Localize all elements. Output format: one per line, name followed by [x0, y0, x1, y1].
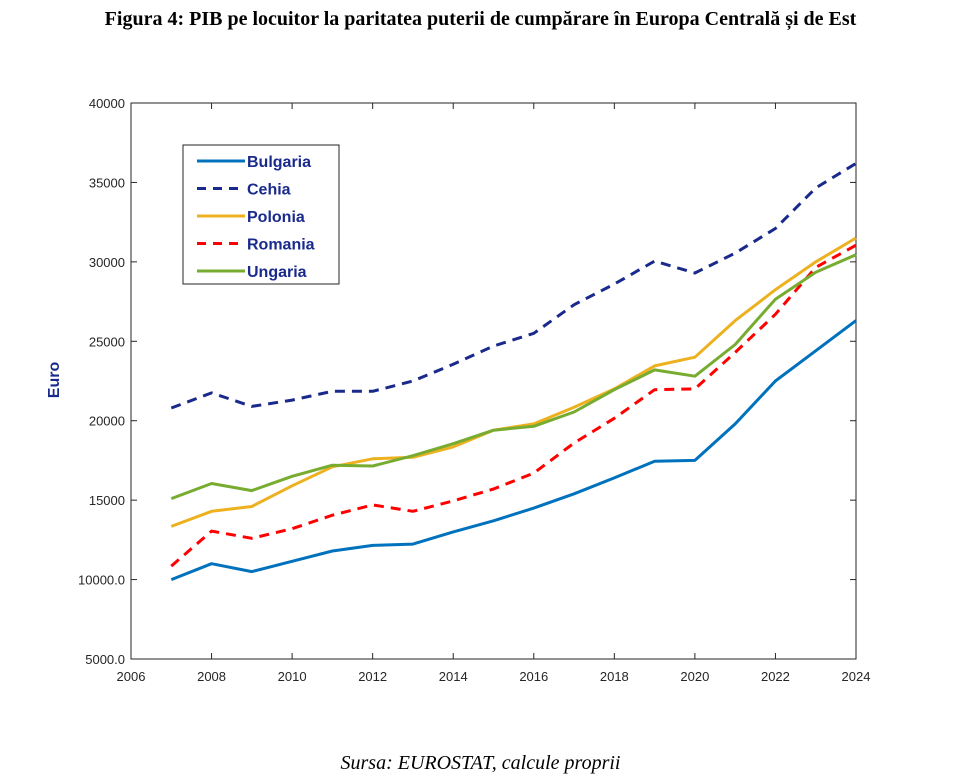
legend-label-romania: Romania — [247, 237, 315, 254]
legend-label-bulgaria: Bulgaria — [247, 154, 311, 171]
y-tick-label: 35000 — [89, 175, 125, 190]
series-line-ungaria — [170, 253, 857, 501]
figure-title: Figura 4: PIB pe locuitor la paritatea p… — [104, 8, 857, 30]
x-tick-label: 2008 — [197, 669, 226, 684]
legend-label-cehia: Cehia — [247, 182, 291, 199]
series-line-bulgaria — [170, 319, 857, 581]
plot-area-box — [130, 102, 857, 660]
y-axis-label: Euro — [46, 362, 63, 399]
x-tick-label: 2022 — [761, 669, 790, 684]
y-tick-label: 5000.0 — [85, 652, 125, 667]
y-tick-label: 25000 — [89, 334, 125, 349]
figure-caption: Sursa: EUROSTAT, calcule proprii — [340, 752, 621, 774]
y-tick-label: 15000 — [89, 493, 125, 508]
axes: 5000.0 10000.0 15000 20000 25000 30000 35000 40… — [46, 96, 870, 684]
x-tick-label: 2010 — [278, 669, 307, 684]
series-lines — [170, 162, 857, 581]
x-tick-label: 2020 — [680, 669, 709, 684]
x-tick-label: 2018 — [600, 669, 629, 684]
series-line-cehia — [170, 162, 857, 410]
x-tick-label: 2016 — [519, 669, 548, 684]
legend-label-polonia: Polonia — [247, 209, 305, 226]
legend-label-ungaria: Ungaria — [247, 264, 307, 281]
x-tick-label: 2024 — [842, 669, 871, 684]
x-tick-label: 2006 — [117, 669, 146, 684]
y-tick-label: 20000 — [89, 414, 125, 429]
y-tick-label: 10000.0 — [78, 573, 125, 588]
y-tick-label: 30000 — [89, 255, 125, 270]
series-line-romania — [170, 243, 857, 568]
legend: Bulgaria Cehia Polonia Romania Ungaria — [182, 144, 340, 285]
y-tick-label: 40000 — [89, 96, 125, 111]
x-tick-label: 2012 — [358, 669, 387, 684]
x-tick-label: 2014 — [439, 669, 468, 684]
